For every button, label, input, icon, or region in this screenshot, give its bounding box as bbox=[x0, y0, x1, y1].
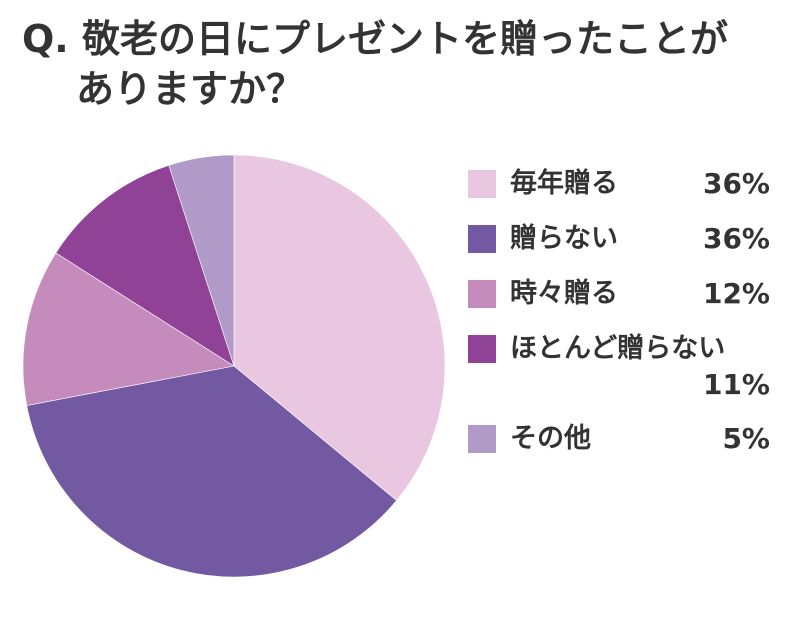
legend-value-every-year: 36% bbox=[702, 167, 770, 200]
pie-slice-every-year bbox=[233, 154, 446, 501]
legend-item-every-year: 毎年贈る 36% bbox=[468, 162, 778, 202]
legend-value-sometimes: 12% bbox=[702, 277, 770, 310]
legend-value-other: 5% bbox=[722, 422, 770, 455]
legend-label-rarely: ほとんど贈らない bbox=[510, 333, 726, 364]
question-line-1: Q. 敬老の日にプレゼントを贈ったことが bbox=[22, 17, 728, 61]
legend-swatch-sometimes bbox=[468, 280, 496, 308]
pie-slice-sometimes bbox=[22, 252, 235, 406]
legend-label-other: その他 bbox=[510, 423, 591, 454]
legend-item-never: 贈らない 36% bbox=[468, 217, 778, 257]
legend-label-sometimes: 時々贈る bbox=[510, 278, 618, 309]
pie-slice-rarely bbox=[55, 164, 235, 367]
legend-swatch-never bbox=[468, 225, 496, 253]
legend-value-rarely: 11% bbox=[702, 368, 770, 401]
question-title: Q. 敬老の日にプレゼントを贈ったことが ありますか？ bbox=[22, 14, 782, 114]
legend-swatch-other bbox=[468, 425, 496, 453]
legend-label-never: 贈らない bbox=[510, 223, 618, 254]
legend-label-every-year: 毎年贈る bbox=[510, 168, 618, 199]
legend-item-other: その他 5% bbox=[468, 417, 778, 457]
legend-item-sometimes: 時々贈る 12% bbox=[468, 272, 778, 312]
legend-swatch-every-year bbox=[468, 170, 496, 198]
legend-value-never: 36% bbox=[702, 222, 770, 255]
pie-slice-never bbox=[26, 365, 398, 578]
question-line-2: ありますか？ bbox=[76, 67, 305, 111]
pie-slice-other bbox=[168, 154, 235, 367]
legend-item-rarely: ほとんど贈らない 11% bbox=[468, 327, 778, 407]
pie-chart bbox=[22, 154, 446, 578]
legend-swatch-rarely bbox=[468, 335, 496, 363]
